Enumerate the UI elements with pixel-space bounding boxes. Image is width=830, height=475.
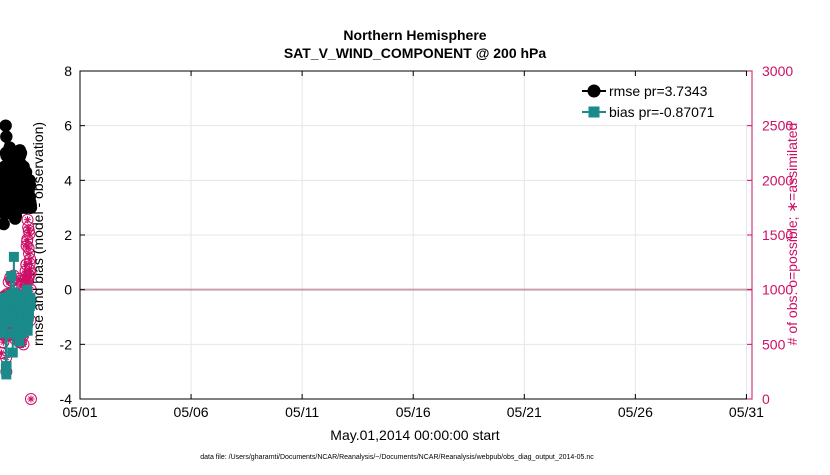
y-right-tick-label: 0	[762, 391, 770, 407]
y-left-tick-label: -4	[60, 391, 73, 407]
legend-bias-label: bias pr=-0.87071	[609, 104, 715, 120]
y-axis-label-left: rmse and bias (model - observation)	[30, 122, 46, 346]
legend-box	[577, 76, 749, 124]
obs-assimilated-marker	[26, 255, 34, 263]
bias-series	[0, 251, 36, 380]
x-tick-label: 05/06	[174, 404, 209, 420]
obs-assimilated-marker	[23, 216, 32, 224]
x-axis-label: May.01,2014 00:00:00 start	[330, 427, 500, 443]
ticks: 05/01 05/06 05/11 05/16 05/21 05/26 05/31 -4 -2 0…	[60, 63, 794, 420]
bias-point	[25, 298, 36, 309]
rmse-series	[0, 119, 38, 231]
legend: rmse pr=3.7343 bias pr=-0.87071	[577, 76, 749, 124]
obs-assimilated-marker	[27, 395, 35, 403]
y-right-tick-label: 2000	[762, 172, 793, 188]
x-tick-label: 05/26	[618, 404, 653, 420]
obs-assimilated-marker	[25, 230, 34, 238]
bias-point	[1, 361, 12, 372]
rmse-point	[0, 217, 10, 231]
bias-point	[0, 328, 8, 339]
obs-assimilated-marker	[25, 249, 33, 258]
x-tick-label: 05/01	[62, 404, 97, 420]
obs-possible-marker	[24, 393, 37, 405]
y-right-tick-label: 2500	[762, 118, 793, 134]
y-left-tick-label: 0	[64, 282, 72, 298]
bias-point	[23, 309, 34, 320]
y-left-tick-label: 4	[64, 172, 72, 188]
bias-point	[7, 347, 18, 358]
y-left-tick-label: 6	[64, 118, 72, 134]
obs-assimilated-marker	[24, 275, 32, 283]
bias-point	[17, 328, 28, 339]
y-right-tick-label: 1000	[762, 282, 793, 298]
chart-subtitle: SAT_V_WIND_COMPONENT @ 200 hPa	[284, 45, 547, 61]
legend-rmse-label: rmse pr=3.7343	[609, 83, 708, 99]
bias-point	[22, 284, 33, 295]
x-tick-label: 05/21	[507, 404, 542, 420]
rmse-point	[0, 119, 12, 132]
x-tick-label: 05/31	[729, 404, 764, 420]
bias-point	[22, 325, 33, 336]
series-layer	[0, 119, 38, 405]
bias-point	[8, 251, 19, 262]
bias-point	[1, 369, 12, 380]
obs-assimilated-marker	[0, 349, 6, 357]
bias-point	[14, 336, 25, 347]
legend-bias-marker	[588, 106, 600, 118]
y-axis-label-right: # of obs: o=possible; ∗=assimilated	[784, 123, 800, 346]
y-left-tick-label: -2	[60, 336, 73, 352]
bias-point	[9, 287, 20, 298]
y-left-tick-label: 8	[64, 63, 72, 79]
obs-assimilated-marker	[26, 269, 35, 277]
y-right-tick-label: 1500	[762, 227, 793, 243]
legend-rmse-marker	[587, 84, 601, 98]
y-right-tick-label: 3000	[762, 63, 793, 79]
bias-point	[23, 317, 34, 328]
chart-title: Northern Hemisphere	[343, 27, 486, 43]
rmse-point	[23, 179, 37, 192]
bias-point	[7, 328, 18, 339]
bias-point	[6, 271, 17, 281]
y-left-tick-label: 2	[64, 227, 72, 243]
y-right-tick-label: 500	[762, 336, 786, 352]
rmse-point	[24, 201, 38, 214]
x-tick-label: 05/16	[396, 404, 431, 420]
data-file-footnote: data file: /Users/gharamti/Documents/NCA…	[200, 454, 594, 461]
obs-assimilated-marker	[23, 235, 31, 243]
rmse-point	[14, 146, 28, 160]
x-tick-label: 05/11	[285, 404, 319, 420]
rmse-point	[0, 130, 13, 143]
